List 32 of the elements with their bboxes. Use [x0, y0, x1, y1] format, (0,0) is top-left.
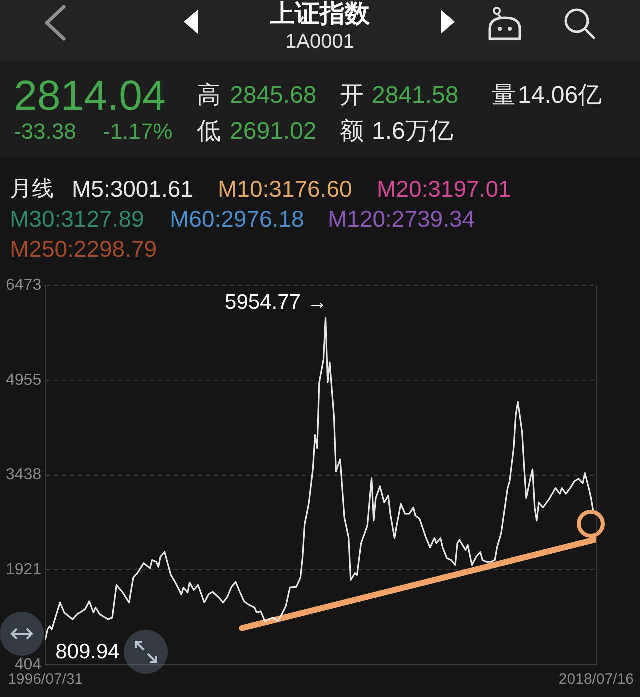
text: M120:2739.34: [328, 206, 476, 232]
y-tick-label: 404: [14, 656, 42, 674]
text: 额: [340, 118, 364, 146]
text: 开: [340, 82, 364, 110]
y-tick-label: 4955: [6, 372, 42, 389]
text: M5:3001.61: [72, 176, 194, 202]
text: 月线: [10, 176, 54, 202]
text: -33.38: [14, 119, 76, 144]
text: 14.06亿: [518, 82, 602, 110]
text: 高: [197, 82, 221, 110]
text: 2691.02: [230, 118, 317, 146]
x-tick-label: 2018/07/16: [558, 671, 634, 688]
text: 量: [492, 82, 516, 110]
y-tick-label: 6473: [6, 277, 42, 294]
chart-title: 上证指数: [269, 0, 371, 28]
text: 2841.58: [372, 82, 459, 110]
text: M60:2976.18: [170, 206, 304, 232]
text: 2814.04: [14, 72, 166, 120]
text: M250:2298.79: [10, 236, 158, 262]
y-tick-label: 1921: [6, 562, 42, 579]
text: M20:3197.01: [377, 176, 512, 202]
text: 低: [197, 118, 221, 146]
chart-subtitle: 1A0001: [284, 31, 356, 53]
text: M30:3127.89: [10, 206, 144, 232]
annotation: 5954.77 →: [225, 290, 328, 314]
text: M10:3176.60: [218, 176, 352, 202]
y-tick-label: 3438: [6, 466, 42, 484]
text: 2845.68: [230, 82, 317, 110]
text: 1.6万亿: [372, 118, 454, 146]
annotation: 809.94: [56, 640, 120, 664]
text: -1.17%: [103, 119, 173, 144]
x-tick-label: 1996/07/31: [8, 671, 84, 688]
